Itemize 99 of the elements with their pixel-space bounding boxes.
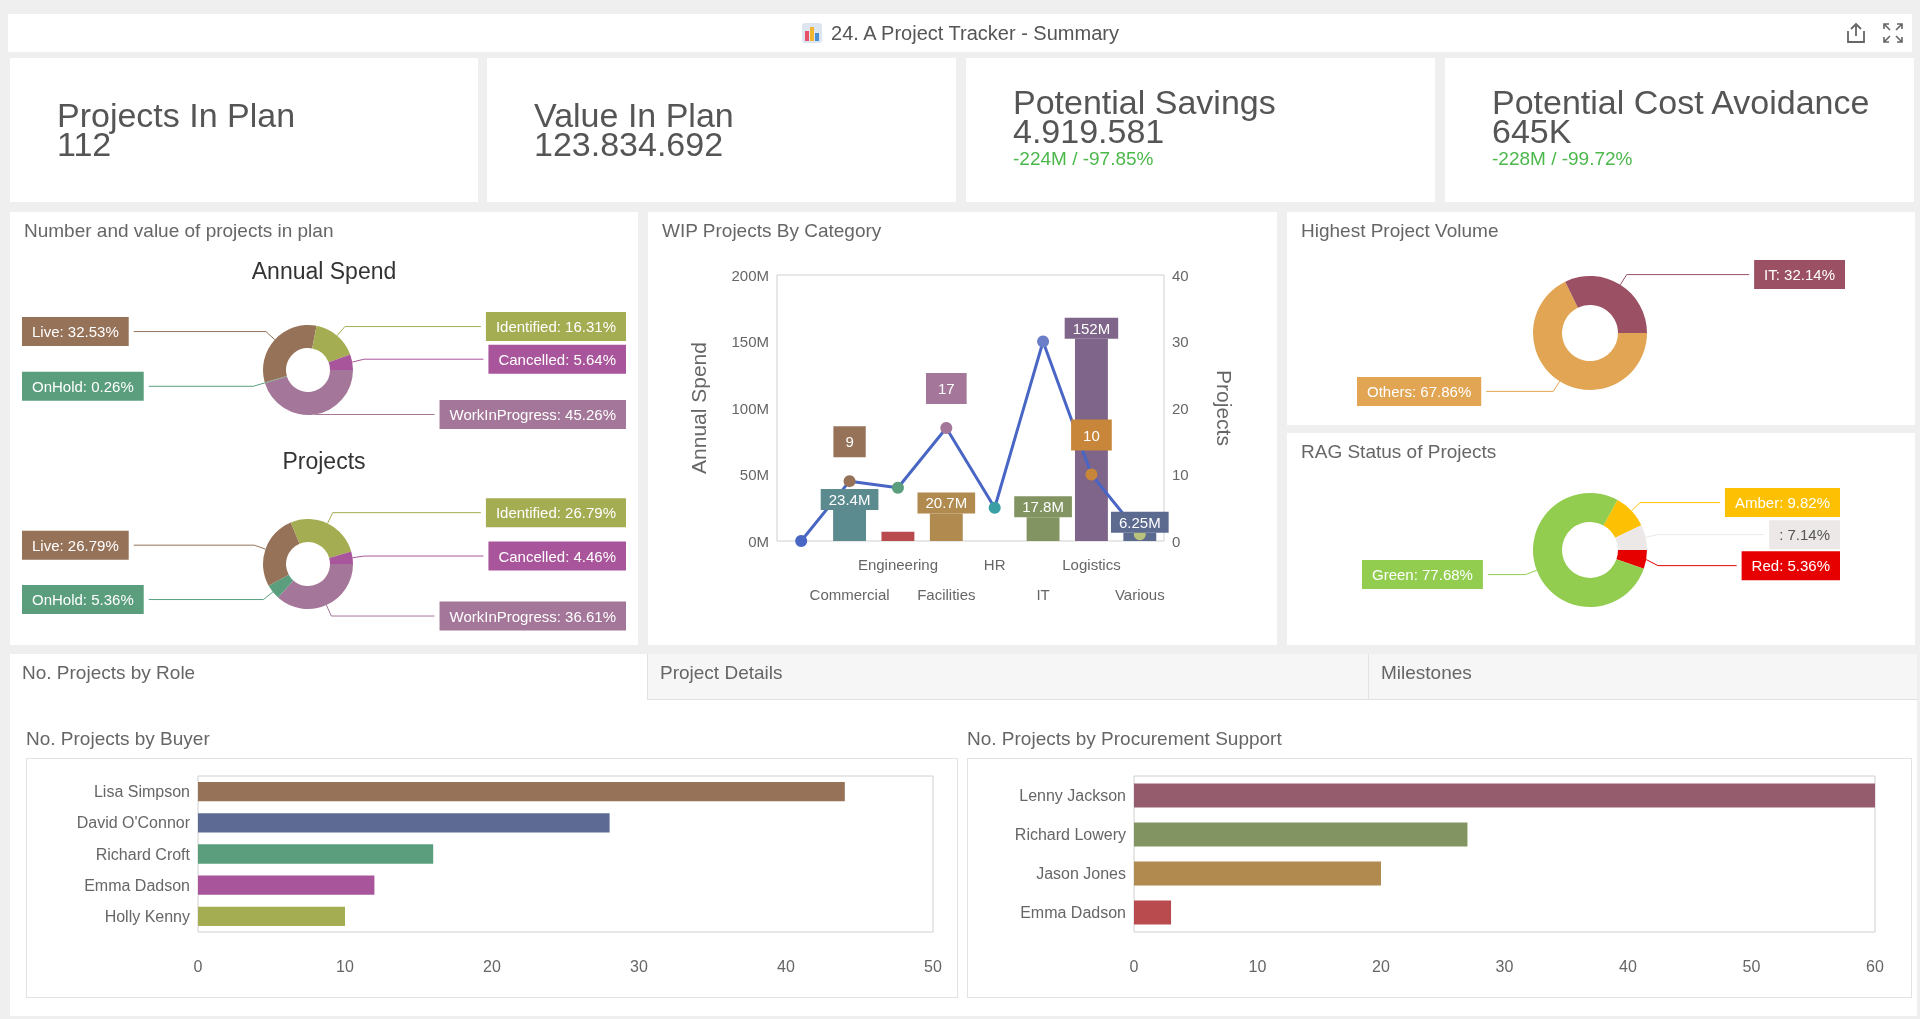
y-axis-title: Annual Spend (687, 342, 710, 474)
text: No. Projects by Role (10, 654, 647, 700)
y2-tick-label: 40 (1172, 266, 1189, 284)
bar (198, 844, 434, 864)
y2-axis-title: Projects (1213, 370, 1236, 446)
slice-label: WorkInProgress: 45.26% (449, 406, 616, 423)
x-tick-label: 30 (630, 957, 648, 975)
text: 24. A Project Tracker - Summary (831, 21, 1119, 45)
slice-label: Red: 5.36% (1751, 557, 1830, 575)
x-tick-label: Various (1114, 585, 1165, 603)
y-tick-label: 0M (748, 532, 769, 550)
slice-label: Live: 26.79% (32, 536, 119, 554)
x-tick-label: 50 (1742, 957, 1761, 975)
chart-subtitle: Projects (282, 447, 366, 474)
slice-label: Others: 67.86% (1367, 382, 1472, 400)
bar (198, 906, 345, 927)
y-tick-label: Lisa Simpson (93, 783, 190, 801)
slice-label: OnHold: 0.26% (32, 377, 134, 395)
x-tick-label: 60 (1866, 957, 1884, 975)
chart-title: Number and value of projects in plan (24, 220, 334, 242)
text: -228M / -99.72% (1492, 147, 1634, 171)
y2-tick-label: 0 (1172, 532, 1181, 550)
y-tick-label: 100M (731, 399, 769, 417)
slice-label: Identified: 16.31% (495, 318, 616, 336)
slice-label: Cancelled: 5.64% (498, 350, 616, 368)
chart-title: RAG Status of Projects (1301, 441, 1497, 463)
slice-label: Amber: 9.82% (1734, 494, 1830, 512)
x-tick-label: Engineering (857, 555, 938, 573)
y-tick-label: Holly Kenny (104, 907, 190, 925)
bar (1134, 900, 1172, 925)
y-tick-label: David O'Connor (76, 814, 191, 832)
text: -224M / -97.85% (1013, 147, 1155, 171)
data-label: 23.4M (828, 490, 871, 508)
y2-tick-label: 30 (1172, 333, 1189, 350)
x-tick-label: 10 (1248, 957, 1267, 975)
point (843, 475, 856, 488)
slice-label: Cancelled: 4.46% (498, 547, 616, 565)
bar (881, 531, 915, 541)
y-tick-label: Richard Lowery (1014, 826, 1126, 843)
text: Value In Plan (534, 96, 735, 134)
y-tick-label: Lenny Jackson (1019, 787, 1126, 804)
y2-tick-label: 10 (1172, 466, 1189, 483)
x-tick-label: 0 (193, 957, 203, 975)
data-label: 20.7M (925, 494, 968, 512)
data-label: : 7.14% (1779, 526, 1830, 544)
bar (198, 813, 610, 833)
point (1037, 335, 1050, 348)
chart-subtitle: Annual Spend (251, 257, 397, 284)
y-tick-label: 50M (739, 466, 769, 483)
point (940, 421, 953, 434)
slice-label: Live: 32.53% (32, 323, 119, 341)
bar (198, 875, 375, 895)
x-tick-label: 50 (924, 957, 942, 975)
y-tick-label: Jason Jones (1036, 865, 1126, 882)
slice-label: WorkInProgress: 36.61% (449, 607, 616, 625)
bar (198, 781, 845, 802)
slice-label: Identified: 26.79% (495, 504, 616, 522)
text: Potential Savings (1013, 83, 1277, 121)
y-tick-label: Richard Croft (95, 845, 191, 863)
data-label: 152M (1072, 319, 1111, 337)
bar (1134, 822, 1468, 847)
data-label: 17.8M (1022, 498, 1064, 516)
data-label: 10 (1083, 426, 1100, 444)
x-tick-label: 40 (1619, 957, 1637, 975)
slice-label: IT: 32.14% (1764, 266, 1835, 284)
chart-title: WIP Projects By Category (662, 220, 882, 242)
chart-title: No. Projects by Buyer (26, 728, 210, 750)
x-tick-label: Logistics (1062, 555, 1121, 573)
chart-title: No. Projects by Procurement Support (967, 728, 1282, 750)
bar (1134, 783, 1875, 808)
slice-label: Green: 77.68% (1372, 566, 1473, 584)
x-tick-label: 0 (1129, 957, 1139, 975)
y-tick-label: 200M (731, 266, 769, 284)
x-tick-label: 20 (483, 957, 501, 975)
x-tick-label: 10 (336, 957, 354, 975)
text: Project Details (647, 654, 1368, 700)
y-tick-label: Emma Dadson (84, 876, 190, 894)
bar (1134, 861, 1381, 886)
x-tick-label: IT (1036, 585, 1050, 603)
point (988, 501, 1001, 514)
chart-title: Highest Project Volume (1301, 220, 1499, 242)
x-tick-label: 30 (1495, 957, 1514, 975)
point (1085, 468, 1098, 481)
data-label: 17 (937, 379, 955, 397)
y-tick-label: 150M (731, 333, 769, 350)
text: Milestones (1368, 654, 1917, 700)
data-label: 6.25M (1118, 513, 1161, 531)
x-tick-label: Facilities (917, 585, 976, 603)
slice-label: OnHold: 5.36% (32, 591, 134, 609)
text: Potential Cost Avoidance (1492, 83, 1871, 121)
point (795, 535, 808, 547)
x-tick-label: 20 (1372, 957, 1390, 975)
x-tick-label: Commercial (809, 585, 890, 603)
data-label: 9 (845, 433, 854, 451)
y2-tick-label: 20 (1172, 399, 1189, 417)
x-tick-label: HR (983, 555, 1006, 573)
x-tick-label: 40 (777, 957, 795, 975)
point (891, 481, 904, 494)
y-tick-label: Emma Dadson (1020, 904, 1126, 921)
